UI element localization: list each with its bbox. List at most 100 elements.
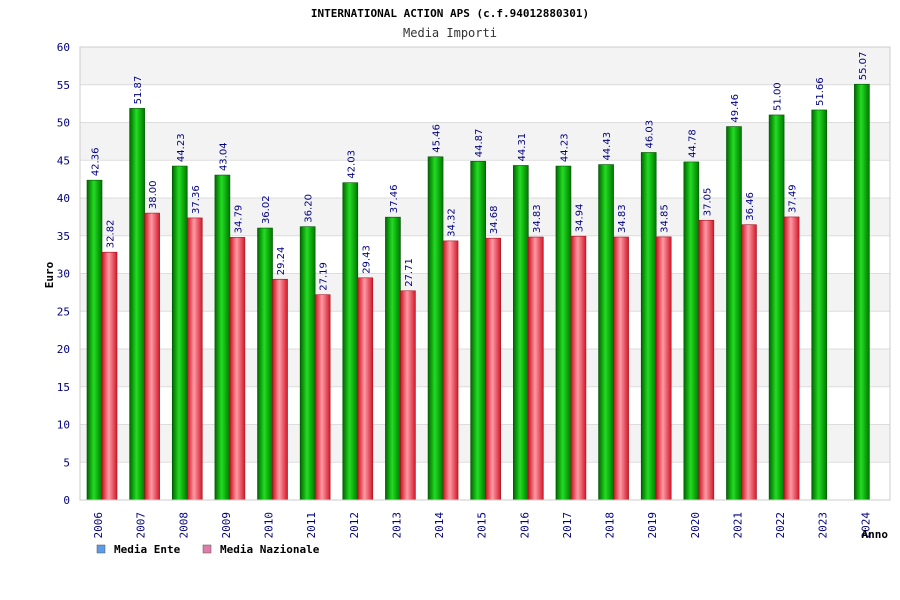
data-label: 37.05 (702, 188, 713, 217)
x-tick-label: 2013 (390, 512, 403, 539)
bar-media-ente (129, 108, 145, 501)
x-tick-label: 2007 (135, 512, 148, 539)
legend-label: Media Nazionale (220, 543, 320, 556)
y-axis-label: Euro (43, 261, 56, 288)
x-tick-label: 2023 (817, 512, 830, 539)
y-tick-label: 60 (57, 41, 70, 54)
data-label: 37.49 (788, 184, 799, 213)
data-label: 34.79 (233, 205, 244, 234)
legend: Media Ente Media Nazionale (96, 543, 320, 556)
bar-media-nazionale (570, 235, 587, 501)
x-tick-label: 2015 (476, 512, 489, 539)
data-label: 55.07 (858, 52, 869, 81)
plot-border (79, 46, 891, 501)
data-label: 34.83 (532, 204, 543, 233)
data-label: 44.31 (517, 133, 528, 162)
bar-media-ente (342, 182, 359, 501)
bar-media-nazionale (314, 294, 331, 501)
y-tick-label: 45 (57, 154, 70, 167)
bar-media-ente (683, 161, 700, 501)
data-label: 27.71 (404, 258, 415, 287)
data-label: 29.43 (361, 245, 372, 274)
x-tick-label: 2019 (646, 512, 659, 539)
data-label: 44.23 (559, 133, 570, 162)
x-axis-label: Anno (862, 528, 889, 541)
bar-media-ente (299, 226, 316, 501)
data-label: 32.82 (106, 220, 117, 249)
bar-media-ente (257, 227, 273, 501)
y-tick-label: 35 (57, 230, 70, 243)
bar-media-ente (385, 216, 401, 501)
chart-title: INTERNATIONAL ACTION APS (c.f.9401288030… (311, 7, 589, 20)
bar-media-nazionale (101, 251, 118, 501)
bar-media-nazionale (655, 236, 672, 501)
bars-layer (86, 83, 870, 501)
chart-subtitle: Media Importi (403, 26, 497, 40)
data-label: 49.46 (730, 94, 741, 123)
y-tick-label: 25 (57, 305, 70, 318)
x-tick-label: 2010 (263, 512, 276, 539)
data-label: 27.19 (319, 262, 330, 291)
bar-media-nazionale (698, 219, 715, 501)
bar-media-nazionale (741, 224, 757, 501)
data-label: 42.03 (346, 150, 357, 179)
bar-media-ente (86, 179, 103, 501)
bar-media-ente (640, 152, 657, 501)
bar-media-nazionale (528, 236, 544, 501)
axis-layer: 0 5 10 15 20 25 30 35 40 45 50 55 60 2006 2007 2008 2009… (57, 41, 891, 539)
data-label: 36.46 (745, 192, 756, 221)
x-tick-label: 2021 (731, 512, 744, 539)
x-tick-label: 2012 (348, 512, 361, 539)
y-tick-label: 20 (57, 343, 70, 356)
bar-media-nazionale (144, 212, 160, 501)
bar-media-ente (726, 126, 742, 501)
x-tick-label: 2006 (92, 512, 105, 539)
y-tick-label: 40 (57, 192, 70, 205)
grid-band (80, 47, 890, 85)
x-tick-label: 2008 (177, 512, 190, 539)
legend-label: Media Ente (114, 543, 181, 556)
data-label: 34.32 (447, 208, 458, 237)
bar-media-ente (598, 164, 614, 501)
data-label: 29.24 (276, 247, 287, 276)
bar-media-nazionale (186, 217, 203, 501)
bar-media-nazionale (400, 290, 416, 501)
data-labels-layer: 42.36 32.82 51.87 38.00 44.23 37.36 43.04 34.79… (91, 52, 869, 291)
data-label: 44.78 (687, 129, 698, 158)
x-tick-label: 2009 (220, 512, 233, 539)
bar-media-nazionale (613, 236, 629, 501)
data-label: 44.87 (474, 129, 485, 158)
legend-swatch (202, 544, 212, 554)
x-tick-label: 2014 (433, 512, 446, 539)
bar-media-ente (854, 83, 870, 501)
data-label: 51.00 (773, 82, 784, 111)
data-label: 43.04 (218, 142, 229, 171)
y-tick-label: 30 (57, 268, 70, 281)
data-label: 37.46 (389, 185, 400, 214)
bar-media-nazionale (783, 216, 800, 501)
bar-media-ente (470, 160, 486, 501)
bar-media-ente (768, 114, 785, 501)
y-tick-label: 50 (57, 117, 70, 130)
data-label: 36.02 (261, 195, 272, 224)
data-label: 34.94 (574, 204, 585, 233)
data-label: 51.66 (815, 77, 826, 106)
data-label: 51.87 (133, 76, 144, 105)
y-tick-label: 10 (57, 419, 70, 432)
data-label: 37.36 (191, 185, 202, 214)
grid-band (80, 122, 890, 161)
bar-media-nazionale (357, 277, 374, 501)
data-label: 44.23 (176, 133, 187, 162)
data-label: 45.46 (432, 124, 443, 153)
bar-media-ente (513, 165, 529, 501)
bar-media-ente (555, 165, 572, 501)
bar-media-ente (214, 174, 231, 501)
y-tick-label: 55 (57, 79, 70, 92)
bar-media-ente (171, 165, 188, 501)
y-tick-label: 5 (63, 456, 70, 469)
x-tick-label: 2020 (689, 512, 702, 539)
x-tick-label: 2022 (774, 512, 787, 539)
x-tick-label: 2024 (859, 512, 872, 539)
bar-media-nazionale (272, 278, 288, 501)
data-label: 36.20 (304, 194, 315, 223)
